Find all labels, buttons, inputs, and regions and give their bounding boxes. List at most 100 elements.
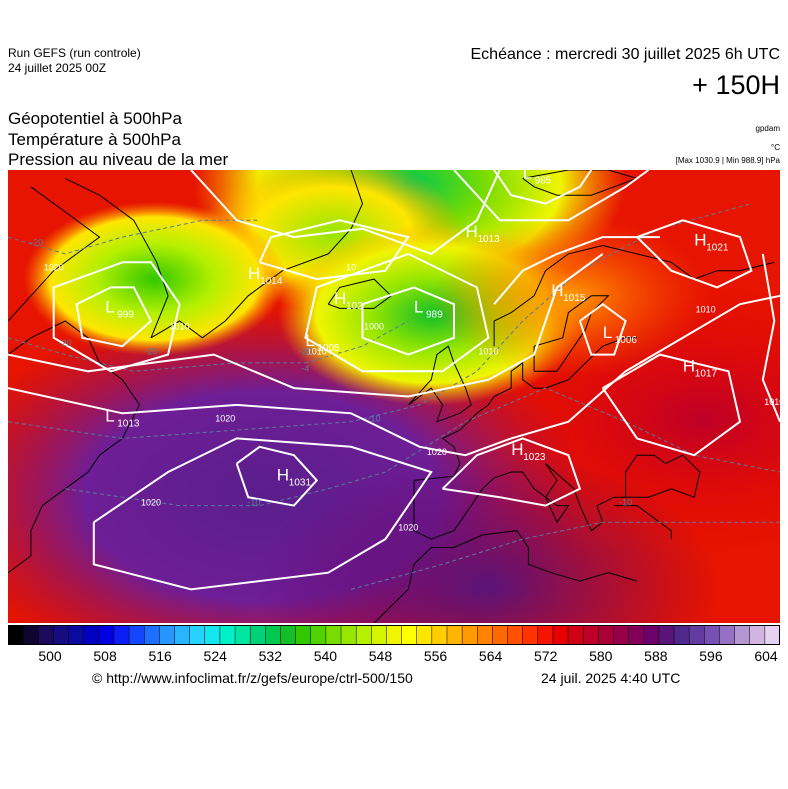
high-pressure-center: H 1014 xyxy=(248,264,283,287)
colorbar-cell xyxy=(113,625,130,645)
colorbar-cell xyxy=(719,625,736,645)
coastline xyxy=(150,170,364,339)
colorbar-cell xyxy=(38,625,54,645)
center-value: 1031 xyxy=(289,477,312,488)
colorbar-cell xyxy=(734,625,751,645)
colorbar-cell xyxy=(295,625,312,645)
colorbar-cell xyxy=(53,625,70,645)
center-value: 989 xyxy=(426,310,443,321)
colorbar-cell xyxy=(204,625,221,645)
isobar-label: 1010 xyxy=(478,347,498,357)
low-pressure-center: L 1006 xyxy=(603,323,638,346)
isotherm-label: -20 xyxy=(59,338,72,348)
source-url: © http://www.infoclimat.fr/z/gefs/europe… xyxy=(92,670,413,686)
colorbar-cell xyxy=(582,625,599,645)
parameter-temperature: Température à 500hPa xyxy=(8,130,181,149)
colorbar-cell xyxy=(461,625,478,645)
isobar xyxy=(8,253,604,398)
coastline xyxy=(373,530,638,623)
center-value: 1005 xyxy=(317,343,340,354)
coastline xyxy=(407,345,472,423)
high-pressure-center: H 1017 xyxy=(683,356,718,379)
colorbar-cell xyxy=(552,625,569,645)
isobar xyxy=(92,437,433,591)
colorbar-cell xyxy=(234,625,251,645)
center-letter: H xyxy=(248,264,260,283)
colorbar-cell xyxy=(83,625,100,645)
isobar xyxy=(361,286,455,356)
isotherm-label: -20 xyxy=(144,347,157,357)
colorbar-cell xyxy=(658,625,675,645)
center-letter: H xyxy=(683,356,695,375)
colorbar-cell xyxy=(143,625,160,645)
center-value: 999 xyxy=(117,310,134,321)
isotherm xyxy=(8,320,409,372)
colorbar-tick-label: 540 xyxy=(313,648,338,664)
isotherm xyxy=(8,219,260,255)
center-value: 1013 xyxy=(117,419,140,430)
unit-geopotential: gpdam xyxy=(755,124,780,133)
center-letter: H xyxy=(694,231,706,250)
contour-labels: 1020101010101000101010201020102010201010… xyxy=(30,238,780,533)
colorbar-cell xyxy=(265,625,282,645)
center-value: 1015 xyxy=(563,293,586,304)
isobar xyxy=(304,252,490,373)
coastline xyxy=(413,337,637,481)
isobar xyxy=(493,170,593,205)
run-title: Run GEFS (run controle) xyxy=(8,46,141,60)
isotherm-label: -20 xyxy=(30,238,43,248)
colorbar-cell xyxy=(280,625,297,645)
colorbar-cell xyxy=(688,625,705,645)
isobar-label: 1010 xyxy=(764,397,780,407)
colorbar-cell xyxy=(8,625,24,645)
colorbar-cell xyxy=(128,625,145,645)
colorbar xyxy=(8,625,780,645)
colorbar-cell xyxy=(416,625,433,645)
colorbar-tick-label: 588 xyxy=(644,648,668,664)
center-letter: L xyxy=(105,407,114,426)
colorbar-cell xyxy=(628,625,645,645)
isobar xyxy=(258,219,410,281)
colorbar-tick-label: 564 xyxy=(478,648,503,664)
colorbar-cell xyxy=(249,625,266,645)
colorbar-tick-label: 604 xyxy=(754,648,778,664)
isobar xyxy=(761,253,780,423)
isobars xyxy=(8,170,780,591)
center-value: 1006 xyxy=(615,335,638,346)
colorbar-tick-label: 524 xyxy=(203,648,227,664)
isobar xyxy=(493,236,660,305)
colorbar-tick-label: 532 xyxy=(258,648,282,664)
colorbar-cell xyxy=(98,625,115,645)
center-letter: H xyxy=(334,289,346,308)
high-pressure-center: H 1013 xyxy=(465,222,500,245)
coastline xyxy=(64,177,169,338)
high-pressure-center: H 102 xyxy=(334,289,363,312)
low-pressure-center: L 989 xyxy=(414,298,443,321)
colorbar-cell xyxy=(613,625,630,645)
colorbar-cell xyxy=(219,625,236,645)
colorbar-tick-label: 500 xyxy=(38,648,62,664)
colorbar-cell xyxy=(189,625,206,645)
colorbar-cell xyxy=(673,625,690,645)
isobar xyxy=(636,219,753,289)
isobar-label: 1020 xyxy=(44,263,64,273)
isotherm-label: -20 xyxy=(299,347,312,357)
coastline xyxy=(413,463,626,540)
colorbar-cell xyxy=(522,625,539,645)
low-pressure-center: L 999 xyxy=(105,298,134,321)
colorbar-tick-label: 556 xyxy=(423,648,448,664)
isotherm-label: -10 xyxy=(619,498,632,508)
colorbar-cell xyxy=(643,625,660,645)
coastline xyxy=(533,295,610,372)
colorbar-cell xyxy=(764,625,780,645)
colorbar-cell xyxy=(355,625,372,645)
issued-time: 24 juil. 2025 4:40 UTC xyxy=(541,670,681,686)
high-pressure-center: H 1015 xyxy=(551,281,586,304)
center-letter: L xyxy=(305,331,314,350)
isobar-label: 10 xyxy=(346,263,356,273)
colorbar-cell xyxy=(386,625,403,645)
parameter-pressure: Pression au niveau de la mer xyxy=(8,150,229,169)
colorbar-cell xyxy=(174,625,191,645)
unit-temperature: °C xyxy=(771,143,780,152)
isobar-label: 1020 xyxy=(215,414,235,424)
